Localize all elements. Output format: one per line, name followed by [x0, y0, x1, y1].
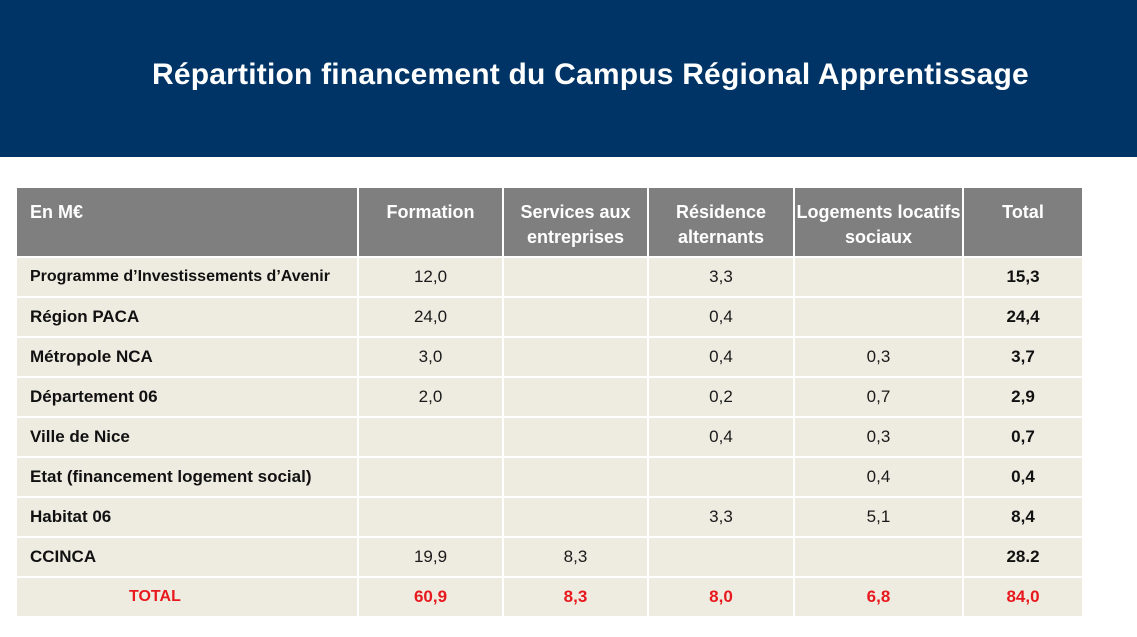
total-logements: 6,8	[793, 576, 964, 618]
cell-formation	[357, 456, 504, 498]
cell-total: 28.2	[962, 536, 1084, 578]
row-label: Habitat 06	[15, 496, 359, 538]
row-label: Etat (financement logement social)	[15, 456, 359, 498]
table-row: Ville de Nice 0,4 0,3 0,7	[15, 416, 1084, 458]
total-total: 84,0	[962, 576, 1084, 618]
cell-formation	[357, 416, 504, 458]
column-header-services: Services aux entreprises	[502, 186, 649, 258]
cell-services	[502, 496, 649, 538]
cell-logements	[793, 256, 964, 298]
row-label: CCINCA	[15, 536, 359, 578]
cell-logements: 0,3	[793, 416, 964, 458]
table-row: CCINCA 19,9 8,3 28.2	[15, 536, 1084, 578]
table-header-row: En M€ Formation Services aux entreprises…	[15, 186, 1084, 258]
table-row: Département 06 2,0 0,2 0,7 2,9	[15, 376, 1084, 418]
row-label: Département 06	[15, 376, 359, 418]
cell-residence	[647, 456, 795, 498]
cell-total: 3,7	[962, 336, 1084, 378]
cell-logements: 0,7	[793, 376, 964, 418]
row-label: Programme d’Investissements d’Avenir	[15, 256, 359, 298]
cell-total: 15,3	[962, 256, 1084, 298]
cell-services	[502, 376, 649, 418]
cell-formation	[357, 496, 504, 538]
cell-formation: 12,0	[357, 256, 504, 298]
row-label: Région PACA	[15, 296, 359, 338]
cell-residence: 0,2	[647, 376, 795, 418]
total-formation: 60,9	[357, 576, 504, 618]
cell-residence: 3,3	[647, 256, 795, 298]
cell-services	[502, 416, 649, 458]
cell-services	[502, 256, 649, 298]
column-header-residence: Résidence alternants	[647, 186, 795, 258]
cell-formation: 24,0	[357, 296, 504, 338]
page-title: Répartition financement du Campus Région…	[152, 58, 1029, 91]
cell-residence	[647, 536, 795, 578]
row-label: Métropole NCA	[15, 336, 359, 378]
cell-logements: 0,4	[793, 456, 964, 498]
total-residence: 8,0	[647, 576, 795, 618]
cell-services	[502, 336, 649, 378]
cell-total: 0,7	[962, 416, 1084, 458]
table-row: Etat (financement logement social) 0,4 0…	[15, 456, 1084, 498]
total-row-label: TOTAL	[15, 576, 359, 618]
cell-residence: 0,4	[647, 296, 795, 338]
cell-formation: 3,0	[357, 336, 504, 378]
cell-residence: 3,3	[647, 496, 795, 538]
table-total-row: TOTAL 60,9 8,3 8,0 6,8 84,0	[15, 576, 1084, 618]
table-row: Habitat 06 3,3 5,1 8,4	[15, 496, 1084, 538]
cell-residence: 0,4	[647, 336, 795, 378]
cell-total: 2,9	[962, 376, 1084, 418]
cell-logements: 5,1	[793, 496, 964, 538]
table-row: Métropole NCA 3,0 0,4 0,3 3,7	[15, 336, 1084, 378]
column-header-logements: Logements locatifs sociaux	[793, 186, 964, 258]
cell-residence: 0,4	[647, 416, 795, 458]
cell-total: 24,4	[962, 296, 1084, 338]
column-header-total: Total	[962, 186, 1084, 258]
cell-formation: 19,9	[357, 536, 504, 578]
cell-logements	[793, 536, 964, 578]
cell-logements: 0,3	[793, 336, 964, 378]
cell-total: 0,4	[962, 456, 1084, 498]
total-services: 8,3	[502, 576, 649, 618]
column-header-unit: En M€	[15, 186, 359, 258]
table-row: Région PACA 24,0 0,4 24,4	[15, 296, 1084, 338]
cell-formation: 2,0	[357, 376, 504, 418]
cell-services	[502, 296, 649, 338]
row-label: Ville de Nice	[15, 416, 359, 458]
cell-logements	[793, 296, 964, 338]
column-header-formation: Formation	[357, 186, 504, 258]
cell-services	[502, 456, 649, 498]
table-row: Programme d’Investissements d’Avenir 12,…	[15, 256, 1084, 298]
title-banner	[0, 0, 1137, 157]
cell-total: 8,4	[962, 496, 1084, 538]
financing-table: En M€ Formation Services aux entreprises…	[15, 186, 1084, 618]
cell-services: 8,3	[502, 536, 649, 578]
